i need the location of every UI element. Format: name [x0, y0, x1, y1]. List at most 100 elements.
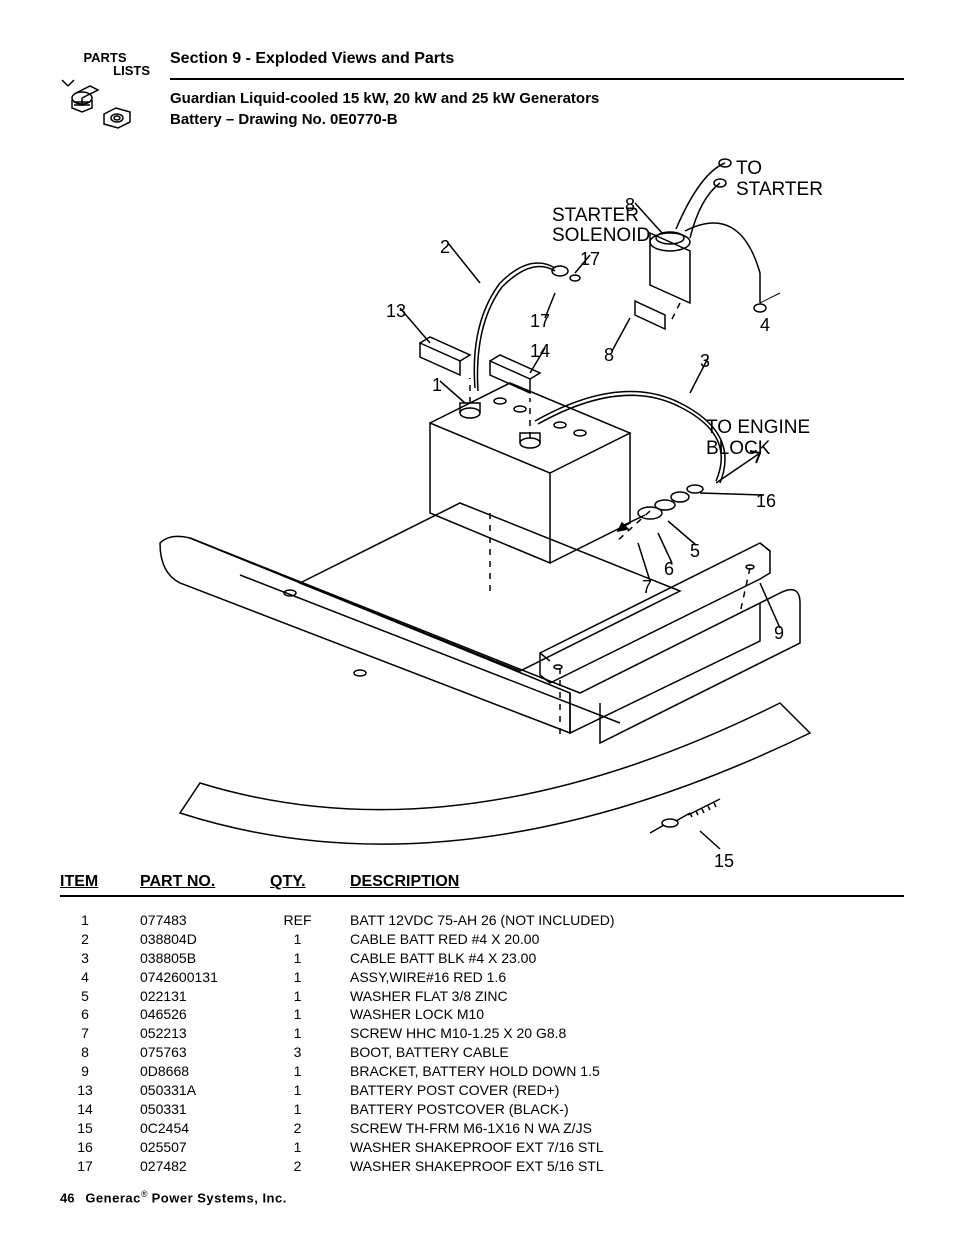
diagram-callout: TO — [736, 158, 762, 180]
diagram-callout: STARTER — [552, 205, 639, 227]
page-footer: 46 Generac® Power Systems, Inc. — [60, 1189, 287, 1205]
cell-part: 050331 — [140, 1100, 270, 1119]
table-row: 60465261WASHER LOCK M10 — [60, 1005, 904, 1024]
cell-part: 075763 — [140, 1043, 270, 1062]
diagram-callout: TO ENGINE — [706, 417, 810, 439]
cell-qty: 1 — [270, 987, 350, 1006]
cell-desc: CABLE BATT RED #4 X 20.00 — [350, 930, 904, 949]
table-row: 13050331A1BATTERY POST COVER (RED+) — [60, 1081, 904, 1100]
table-row: 80757633BOOT, BATTERY CABLE — [60, 1043, 904, 1062]
diagram-callout: 7 — [642, 577, 652, 598]
exploded-diagram: TOSTARTER8STARTERSOLENOID2171317414831TO… — [60, 143, 904, 863]
cell-qty: 3 — [270, 1043, 350, 1062]
diagram-callout: 5 — [690, 541, 700, 562]
table-row: 160255071WASHER SHAKEPROOF EXT 7/16 STL — [60, 1138, 904, 1157]
cell-part: 0D8668 — [140, 1062, 270, 1081]
cell-part: 077483 — [140, 911, 270, 930]
diagram-callout: 13 — [386, 301, 406, 322]
cell-part: 022131 — [140, 987, 270, 1006]
cell-qty: 2 — [270, 1119, 350, 1138]
cell-item: 13 — [60, 1081, 140, 1100]
table-row: 150C24542SCREW TH-FRM M6-1X16 N WA Z/JS — [60, 1119, 904, 1138]
cell-part: 025507 — [140, 1138, 270, 1157]
cell-item: 6 — [60, 1005, 140, 1024]
diagram-callout: 1 — [432, 375, 442, 396]
cell-item: 5 — [60, 987, 140, 1006]
col-header-part: PART NO. — [140, 873, 270, 891]
cell-desc: WASHER SHAKEPROOF EXT 5/16 STL — [350, 1157, 904, 1176]
cell-item: 1 — [60, 911, 140, 930]
table-header-row: ITEM PART NO. QTY. DESCRIPTION — [60, 873, 904, 897]
cell-qty: 1 — [270, 930, 350, 949]
page-number: 46 — [60, 1190, 74, 1205]
cell-part: 038805B — [140, 949, 270, 968]
diagram-callout: 3 — [700, 351, 710, 372]
table-row: 407426001311ASSY,WIRE#16 RED 1.6 — [60, 968, 904, 987]
diagram-callout: 2 — [440, 237, 450, 258]
section-title: Section 9 - Exploded Views and Parts — [170, 50, 904, 68]
cell-desc: BATTERY POSTCOVER (BLACK-) — [350, 1100, 904, 1119]
lists-label: LISTS — [60, 63, 150, 78]
diagram-callout: BLOCK — [706, 438, 770, 460]
table-row: 70522131SCREW HHC M10-1.25 X 20 G8.8 — [60, 1024, 904, 1043]
cell-item: 2 — [60, 930, 140, 949]
diagram-callout: 17 — [580, 249, 600, 270]
subtitle-line1: Guardian Liquid-cooled 15 kW, 20 kW and … — [170, 88, 904, 109]
cell-qty: 1 — [270, 1081, 350, 1100]
registered-mark: ® — [141, 1189, 148, 1199]
cell-part: 052213 — [140, 1024, 270, 1043]
cell-qty: 1 — [270, 1100, 350, 1119]
header-rule — [170, 78, 904, 80]
page-header: PARTS LISTS Section 9 - Exploded Views a… — [60, 50, 904, 133]
cell-desc: CABLE BATT BLK #4 X 23.00 — [350, 949, 904, 968]
cell-part: 050331A — [140, 1081, 270, 1100]
subtitle-line2: Battery – Drawing No. 0E0770-B — [170, 109, 904, 130]
cell-qty: 1 — [270, 1062, 350, 1081]
diagram-callout: 9 — [774, 623, 784, 644]
cell-desc: BRACKET, BATTERY HOLD DOWN 1.5 — [350, 1062, 904, 1081]
cell-desc: WASHER FLAT 3/8 ZINC — [350, 987, 904, 1006]
table-body: 1077483REFBATT 12VDC 75-AH 26 (NOT INCLU… — [60, 911, 904, 1175]
diagram-callout: 16 — [756, 491, 776, 512]
cell-qty: 1 — [270, 1024, 350, 1043]
cell-qty: REF — [270, 911, 350, 930]
diagram-callout: 4 — [760, 315, 770, 336]
company-name: Power Systems, Inc. — [148, 1190, 287, 1205]
cell-qty: 1 — [270, 1138, 350, 1157]
section-title-block: Section 9 - Exploded Views and Parts Gua… — [170, 50, 904, 130]
cell-part: 046526 — [140, 1005, 270, 1024]
cell-desc: BOOT, BATTERY CABLE — [350, 1043, 904, 1062]
cell-item: 3 — [60, 949, 140, 968]
brand-name: Generac — [85, 1190, 141, 1205]
cell-desc: BATT 12VDC 75-AH 26 (NOT INCLUDED) — [350, 911, 904, 930]
col-header-qty: QTY. — [270, 873, 350, 891]
cell-desc: BATTERY POST COVER (RED+) — [350, 1081, 904, 1100]
cell-desc: ASSY,WIRE#16 RED 1.6 — [350, 968, 904, 987]
table-row: 50221311WASHER FLAT 3/8 ZINC — [60, 987, 904, 1006]
diagram-callout: STARTER — [736, 179, 823, 201]
table-row: 90D86681BRACKET, BATTERY HOLD DOWN 1.5 — [60, 1062, 904, 1081]
table-row: 1077483REFBATT 12VDC 75-AH 26 (NOT INCLU… — [60, 911, 904, 930]
table-row: 2038804D1CABLE BATT RED #4 X 20.00 — [60, 930, 904, 949]
diagram-callout: 15 — [714, 851, 734, 872]
cell-part: 038804D — [140, 930, 270, 949]
cell-qty: 2 — [270, 1157, 350, 1176]
cell-qty: 1 — [270, 949, 350, 968]
cell-desc: WASHER LOCK M10 — [350, 1005, 904, 1024]
table-row: 3038805B1CABLE BATT BLK #4 X 23.00 — [60, 949, 904, 968]
cell-item: 4 — [60, 968, 140, 987]
parts-lists-icon-block: PARTS LISTS — [60, 50, 150, 133]
cell-desc: WASHER SHAKEPROOF EXT 7/16 STL — [350, 1138, 904, 1157]
cell-item: 17 — [60, 1157, 140, 1176]
diagram-callout: 8 — [604, 345, 614, 366]
parts-table: ITEM PART NO. QTY. DESCRIPTION 1077483RE… — [60, 873, 904, 1175]
cell-desc: SCREW TH-FRM M6-1X16 N WA Z/JS — [350, 1119, 904, 1138]
cell-item: 16 — [60, 1138, 140, 1157]
cell-item: 15 — [60, 1119, 140, 1138]
cell-qty: 1 — [270, 968, 350, 987]
diagram-callout: 14 — [530, 341, 550, 362]
cell-desc: SCREW HHC M10-1.25 X 20 G8.8 — [350, 1024, 904, 1043]
col-header-desc: DESCRIPTION — [350, 873, 904, 891]
cell-part: 027482 — [140, 1157, 270, 1176]
cell-item: 7 — [60, 1024, 140, 1043]
